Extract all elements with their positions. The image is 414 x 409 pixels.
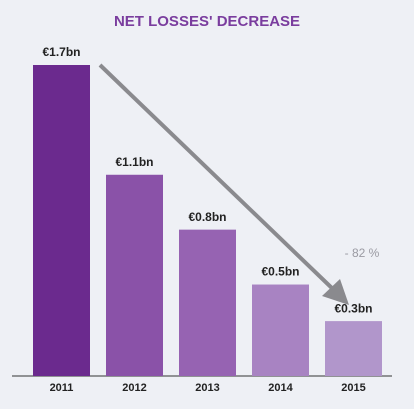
x-tick-label: 2011 xyxy=(50,382,74,394)
value-label: €0.3bn xyxy=(334,301,372,315)
x-tick-label: 2013 xyxy=(195,382,219,394)
bar xyxy=(252,284,309,376)
bar xyxy=(106,174,163,376)
value-label: €1.1bn xyxy=(115,155,153,169)
bar xyxy=(325,321,382,376)
trend-arrow xyxy=(98,63,338,294)
x-tick-label: 2014 xyxy=(268,382,293,394)
value-label: €1.7bn xyxy=(42,45,80,59)
bar xyxy=(179,229,236,376)
x-tick-label: 2015 xyxy=(341,382,365,394)
bar xyxy=(33,65,90,376)
arrow-head xyxy=(322,279,349,305)
value-label: €0.5bn xyxy=(261,265,299,279)
chart-title: NET LOSSES' DECREASE xyxy=(114,13,300,30)
x-tick-label: 2012 xyxy=(122,382,146,394)
value-label: €0.8bn xyxy=(188,210,226,224)
annotation: - 82 % xyxy=(345,246,380,260)
